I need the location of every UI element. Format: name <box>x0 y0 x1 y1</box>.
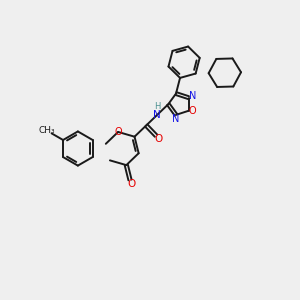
Text: N: N <box>172 114 179 124</box>
Text: O: O <box>188 106 196 116</box>
Text: N: N <box>153 110 161 120</box>
Text: O: O <box>127 179 135 189</box>
Text: CH₃: CH₃ <box>39 126 55 135</box>
Text: O: O <box>114 127 122 137</box>
Text: O: O <box>155 134 163 144</box>
Text: N: N <box>189 91 196 101</box>
Text: H: H <box>154 102 161 111</box>
